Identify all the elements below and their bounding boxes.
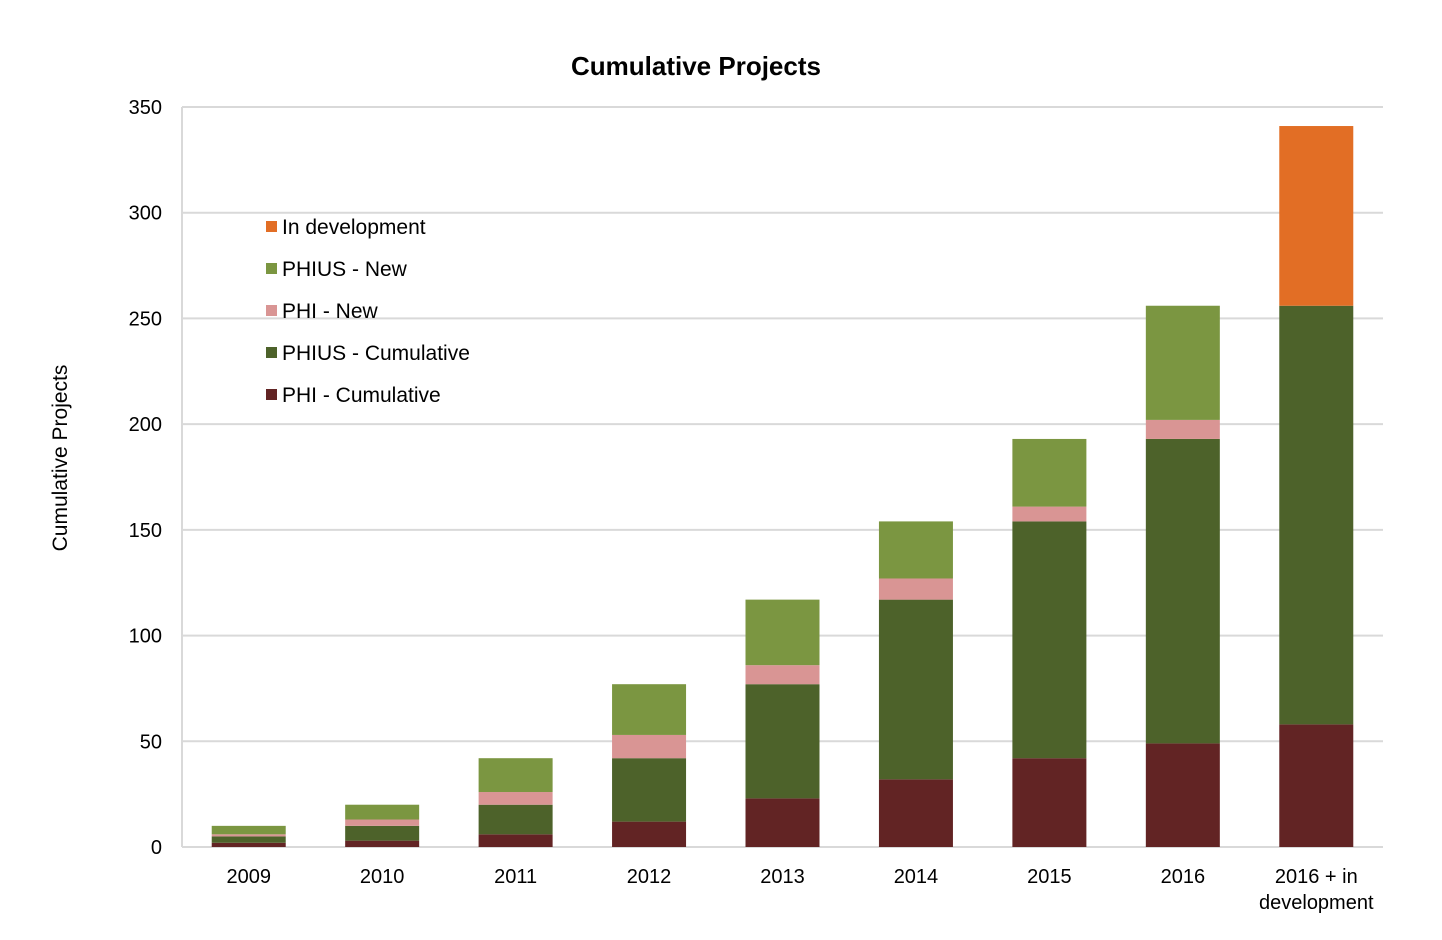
bar-segment-phius-cumulative [1145,438,1220,744]
y-tick-label: 350 [129,97,162,119]
bar-segment-phi-cumulative [878,779,953,847]
bar-segment-phi-cumulative [1279,724,1354,847]
y-tick-label: 150 [129,520,162,542]
bar-segment-phius-cumulative [745,684,820,799]
y-tick-label: 300 [129,203,162,225]
bar-segment-phius-cumulative [612,758,687,822]
bar-segment-phi-new [745,665,820,685]
y-axis-ticks: 0 50 100 150 200 250 300 350 [129,97,162,859]
bar-segment-phius-new [745,599,820,666]
bar-segment-phius-cumulative [1279,305,1354,725]
legend-swatch [266,263,277,274]
bar-segment-in-development [1279,126,1354,306]
bar-segment-phi-cumulative [1145,743,1220,847]
bar-segment-phius-cumulative [878,599,953,780]
bar-segment-phius-cumulative [1012,521,1087,759]
bar-segment-phi-new [1145,419,1220,439]
legend-swatch [266,221,277,232]
bar-segment-phi-cumulative [1012,758,1087,847]
bar-segment-phius-cumulative [478,804,553,835]
x-axis-ticks: 2009 2010 2011 2012 2013 2014 2015 2016 2016 + i… [226,866,1374,914]
legend-label: PHI - Cumulative [282,384,441,407]
x-tick-label: 2010 [360,866,405,888]
bar-segment-phius-new [612,684,687,735]
x-tick-label: 2009 [226,866,271,888]
legend-label: In development [282,216,426,239]
bar-segment-phius-new [1012,438,1087,507]
bar-segment-phius-new [878,521,953,579]
x-tick-label: 2013 [760,866,805,888]
bar-segment-phius-cumulative [211,836,286,843]
chart-title: Cumulative Projects [571,51,821,81]
bar-segment-phi-new [478,792,553,805]
x-tick-label: 2012 [627,866,672,888]
y-axis-label: Cumulative Projects [49,365,72,552]
legend-label: PHIUS - Cumulative [282,342,470,365]
x-tick-label: 2016 + in development [1259,866,1374,914]
bar-segment-phi-cumulative [745,798,820,847]
bar-segment-phi-new [878,578,953,600]
bar-segment-phius-new [345,804,420,820]
bar-segment-phius-cumulative [345,825,420,841]
gridlines [181,106,1383,848]
bar-segment-phi-new [211,834,286,837]
bar-segment-phi-cumulative [478,834,553,847]
bar-segment-phi-new [612,734,687,759]
bar-segment-phius-new [211,825,286,835]
legend-swatch [266,347,277,358]
bars [211,126,1354,847]
legend-label: PHI - New [282,300,379,323]
x-tick-label: 2015 [1027,866,1072,888]
x-tick-label: 2011 [494,866,537,888]
y-tick-label: 100 [129,626,162,648]
bar-segment-phius-new [478,758,553,793]
bar-segment-phi-cumulative [345,840,420,847]
y-tick-label: 0 [151,837,162,859]
y-tick-label: 200 [129,414,162,436]
legend-label: PHIUS - New [282,258,408,281]
bar-segment-phi-cumulative [612,821,687,847]
bar-segment-phi-new [345,819,420,826]
bar-segment-phi-cumulative [211,842,286,847]
y-tick-label: 50 [140,731,162,753]
legend-swatch [266,305,277,316]
x-tick-label: 2014 [894,866,939,888]
bar-segment-phi-new [1012,506,1087,522]
legend: In development PHIUS - New PHI - New PHIUS … [266,216,470,407]
legend-swatch [266,389,277,400]
y-tick-label: 250 [129,308,162,330]
bar-segment-phius-new [1145,305,1220,420]
x-tick-label: 2016 [1161,866,1206,888]
